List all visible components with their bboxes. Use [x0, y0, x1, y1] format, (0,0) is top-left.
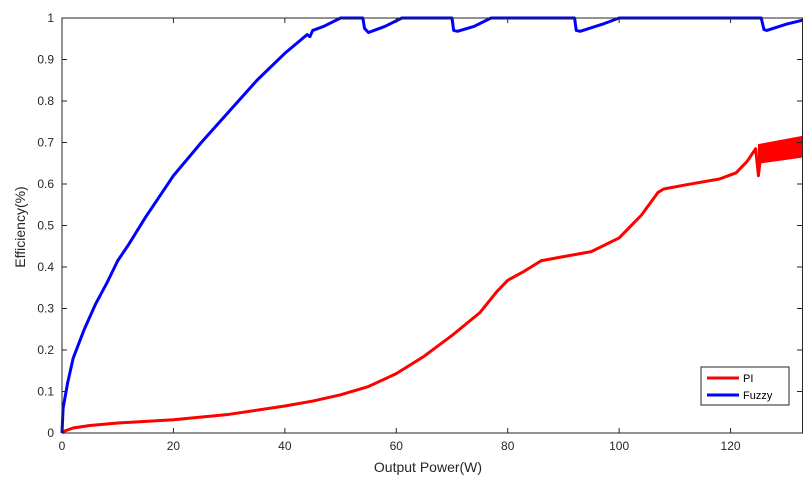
y-tick-label: 0.6 — [37, 177, 54, 191]
x-tick-label: 80 — [501, 439, 515, 453]
legend: PI Fuzzy — [700, 366, 790, 406]
y-tick-label: 0.4 — [37, 260, 54, 274]
x-axis-label: Output Power(W) — [374, 459, 482, 475]
y-tick-label: 0.1 — [37, 385, 54, 399]
y-axis: 0 0.1 0.2 0.3 0.4 0.5 0.6 0.7 0.8 0.9 1 — [37, 11, 802, 440]
x-tick-label: 100 — [609, 439, 629, 453]
x-tick-label: 120 — [721, 439, 741, 453]
x-tick-label: 60 — [390, 439, 404, 453]
y-axis-label: Efficiency(%) — [12, 186, 28, 267]
legend-label: PI — [743, 373, 753, 385]
series-line-pi — [61, 145, 803, 435]
y-tick-label: 0.5 — [37, 219, 54, 233]
y-tick-label: 0.2 — [37, 343, 54, 357]
x-axis: 0 20 40 60 80 100 120 — [59, 18, 741, 453]
y-tick-label: 0.3 — [37, 302, 54, 316]
plot-area — [62, 18, 803, 433]
legend-label: Fuzzy — [743, 390, 773, 402]
y-tick-label: 0.7 — [37, 136, 54, 150]
y-tick-label: 0.8 — [37, 94, 54, 108]
y-tick-label: 1 — [47, 11, 54, 25]
x-tick-label: 0 — [59, 439, 66, 453]
x-tick-label: 40 — [278, 439, 292, 453]
x-tick-label: 20 — [167, 439, 181, 453]
y-tick-label: 0 — [47, 426, 54, 440]
y-tick-label: 0.9 — [37, 53, 54, 67]
legend-box — [700, 366, 790, 406]
